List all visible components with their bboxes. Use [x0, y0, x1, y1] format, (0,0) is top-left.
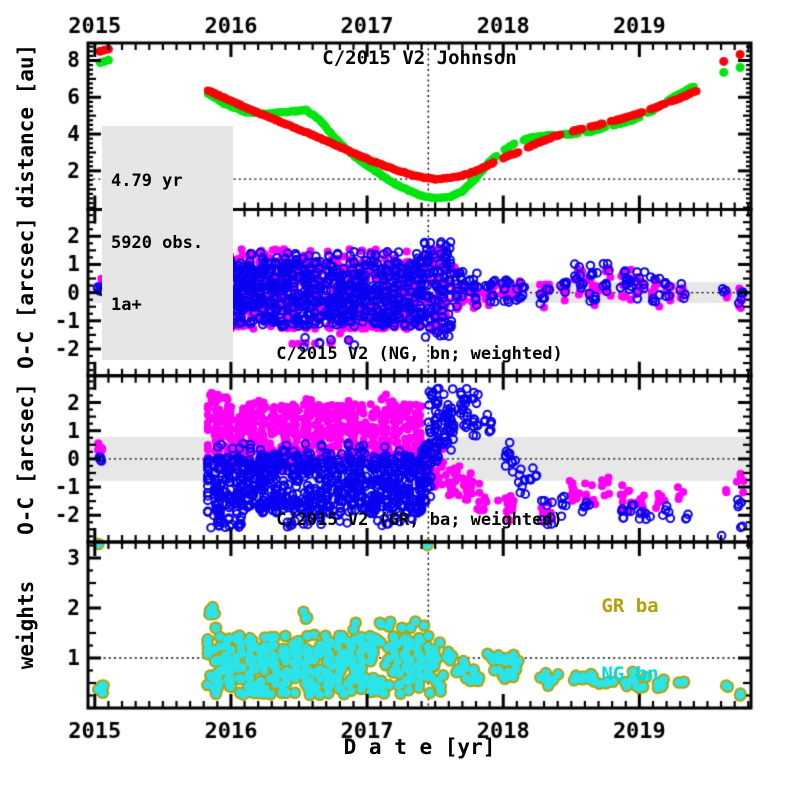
orbit-info-box: 4.79 yr 5920 obs. 1a+: [102, 126, 233, 360]
info-orbit-class: 1a+: [111, 295, 142, 315]
caption-gr-solution: C/2015 V2 (GR, ba; weighted): [276, 510, 563, 530]
legend-ng-bn: NG bn: [601, 663, 659, 685]
x-axis-title: D a t e [yr]: [343, 735, 496, 759]
info-arc-length: 4.79 yr: [111, 171, 183, 191]
y-axis-title-weights: weights: [14, 580, 38, 670]
info-obs-count: 5920 obs.: [111, 233, 204, 253]
panel-title-object: C/2015 V2 Johnson: [322, 47, 517, 69]
weights-legend: GR ba NG bn: [545, 553, 715, 727]
caption-ng-solution: C/2015 V2 (NG, bn; weighted): [276, 344, 563, 364]
legend-gr-ba: GR ba: [601, 595, 659, 617]
